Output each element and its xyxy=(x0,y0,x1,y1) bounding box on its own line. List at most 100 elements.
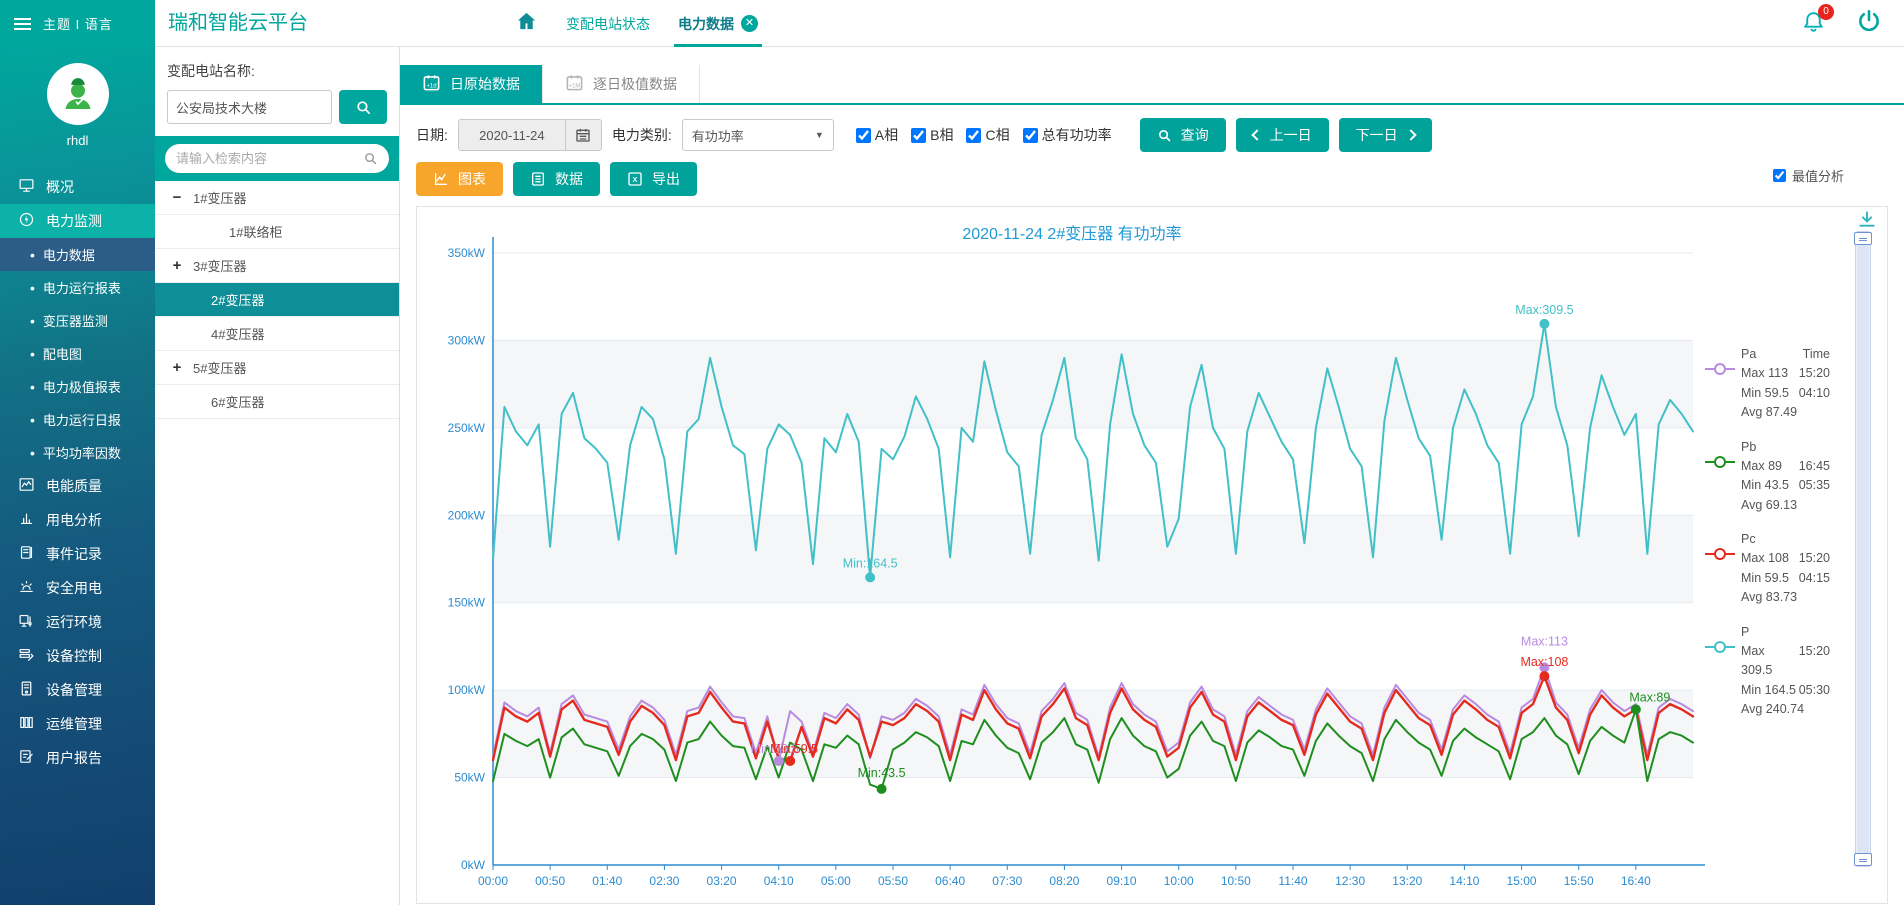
datazoom-slider[interactable] xyxy=(1854,231,1872,867)
prev-day-button[interactable]: 上一日 xyxy=(1235,118,1329,152)
nav-tab-0[interactable]: 变配电站状态 xyxy=(566,0,650,47)
sidebar-item-1[interactable]: 电力监测 xyxy=(0,204,155,238)
data-list-icon xyxy=(532,172,544,186)
sidebar-subitem-1-1[interactable]: • 电力运行报表 xyxy=(0,271,155,304)
sidebar-item-10[interactable]: 用户报告 xyxy=(0,741,155,775)
power-quality-icon xyxy=(18,476,35,496)
legend-series-P[interactable]: P Max 309.5 15:20 Min 164.5 05:30 Avg 240.74 xyxy=(1705,623,1830,720)
sidebar-subitem-1-2[interactable]: • 变压器监测 xyxy=(0,304,155,337)
date-input[interactable]: 2020-11-24 xyxy=(458,120,565,150)
power-monitoring-icon xyxy=(18,211,35,231)
tree-item-3[interactable]: 2#变压器 xyxy=(155,283,399,317)
sidebar-item-3[interactable]: 用电分析 xyxy=(0,503,155,537)
legend-series-Pb[interactable]: Pb Max 89 16:45 Min 43.5 05:35 Avg 69.13 xyxy=(1705,438,1830,516)
svg-text:+1M: +1M xyxy=(569,83,581,89)
svg-text:Min:43.5: Min:43.5 xyxy=(858,766,906,780)
svg-text:0kW: 0kW xyxy=(461,858,486,872)
notifications-bell-icon[interactable]: 0 xyxy=(1801,3,1834,39)
datazoom-handle-bottom[interactable] xyxy=(1854,853,1872,866)
environment-icon xyxy=(18,612,35,632)
svg-text:Max:113: Max:113 xyxy=(1521,634,1568,648)
phase-checkbox-3[interactable]: 总有功功率 xyxy=(1022,125,1112,145)
series-avg: Avg 83.73 xyxy=(1741,590,1798,605)
tab-daily-extreme-data[interactable]: +1M 逐日极值数据 xyxy=(543,65,700,103)
sidebar-subitem-1-3[interactable]: • 配电图 xyxy=(0,337,155,370)
sidebar-item-5[interactable]: 安全用电 xyxy=(0,571,155,605)
query-button[interactable]: 查询 xyxy=(1139,118,1226,152)
datazoom-handle-top[interactable] xyxy=(1854,232,1872,245)
sidebar-item-6[interactable]: 运行环境 xyxy=(0,605,155,639)
sidebar-subitem-1-4[interactable]: • 电力极值报表 xyxy=(0,370,155,403)
phase-checkbox-2[interactable]: C相 xyxy=(966,125,1010,145)
sidebar-subitem-1-5[interactable]: • 电力运行日报 xyxy=(0,403,155,436)
sidebar-item-4[interactable]: 事件记录 xyxy=(0,537,155,571)
next-day-button[interactable]: 下一日 xyxy=(1338,118,1432,152)
phase-checkbox-0[interactable]: A相 xyxy=(855,125,898,145)
nav-tab-label: 变配电站状态 xyxy=(566,15,650,32)
export-button[interactable]: X 导出 xyxy=(610,162,697,196)
svg-text:Max:89: Max:89 xyxy=(1629,690,1670,704)
svg-text:00:50: 00:50 xyxy=(535,874,565,888)
expand-icon[interactable]: + xyxy=(172,257,182,274)
date-label: 日期: xyxy=(416,127,448,143)
data-view-button[interactable]: 数据 xyxy=(513,162,600,196)
sidebar-item-0[interactable]: 概况 xyxy=(0,170,155,204)
series-max: Max 89 16:45 xyxy=(1741,458,1830,473)
phase-checkbox-1[interactable]: B相 xyxy=(911,125,953,145)
legend-marker-icon xyxy=(1705,640,1735,660)
sidebar-subitem-1-6[interactable]: • 平均功率因数 xyxy=(0,436,155,469)
tree-item-label: 6#变压器 xyxy=(211,395,265,410)
tree-item-6[interactable]: 6#变压器 xyxy=(155,385,399,419)
svg-text:12:30: 12:30 xyxy=(1335,874,1365,888)
sidebar-item-label: 运维管理 xyxy=(46,716,102,732)
sidebar-item-7[interactable]: 设备控制 xyxy=(0,639,155,673)
top-nav: 变配电站状态 电力数据 ✕ xyxy=(515,0,762,47)
bullet-icon: • xyxy=(30,378,35,395)
sidebar-item-8[interactable]: 设备管理 xyxy=(0,673,155,707)
close-tab-icon[interactable]: ✕ xyxy=(741,15,758,32)
checkbox-label: C相 xyxy=(985,127,1010,143)
series-name: P xyxy=(1741,624,1750,639)
view-toolbar: 图表 数据 X 导出 最值分析 xyxy=(400,158,1904,206)
nav-tab-1[interactable]: 电力数据 ✕ xyxy=(674,0,762,47)
theme-language-link[interactable]: 主题 I 语言 xyxy=(43,17,113,32)
sidebar-item-9[interactable]: 运维管理 xyxy=(0,707,155,741)
svg-text:X: X xyxy=(633,175,638,184)
avatar[interactable] xyxy=(46,63,109,125)
sidebar-subitem-1-0[interactable]: • 电力数据 xyxy=(0,238,155,271)
expand-icon[interactable]: + xyxy=(172,359,182,376)
collapse-icon[interactable]: − xyxy=(172,189,182,206)
tab-daily-raw-data[interactable]: +1d 日原始数据 xyxy=(400,65,543,103)
page-title: 瑞和智能云平台 xyxy=(168,12,308,34)
legend-series-Pa[interactable]: Pa Time Max 113 15:20 Min 59.5 04:10 Avg 87.49 xyxy=(1705,345,1830,423)
tree-item-1[interactable]: 1#联络柜 xyxy=(155,215,399,249)
hamburger-menu-icon[interactable] xyxy=(14,15,31,33)
tree-item-5[interactable]: +5#变压器 xyxy=(155,351,399,385)
power-category-select[interactable]: 有功功率 ▼ xyxy=(681,119,834,151)
tree-item-label: 1#变压器 xyxy=(193,191,247,206)
checkbox-label: B相 xyxy=(930,127,954,143)
svg-text:05:50: 05:50 xyxy=(878,874,908,888)
event-log-icon xyxy=(18,544,35,564)
station-search-button[interactable] xyxy=(339,90,387,124)
tree-item-0[interactable]: −1#变压器 xyxy=(155,181,399,215)
power-logout-icon[interactable] xyxy=(1856,8,1882,39)
tree-search-input[interactable] xyxy=(176,151,363,166)
sidebar: rhdl 概况 电力监测 • 电力数据 • 电力运行报表 • 变压器监测 • 配电图 • 电力极值报表… xyxy=(0,47,155,905)
series-max: Max 309.5 15:20 xyxy=(1741,643,1830,678)
chart-view-button[interactable]: 图表 xyxy=(416,162,503,196)
calendar-icon[interactable] xyxy=(564,120,601,150)
sidebar-menu: 概况 电力监测 • 电力数据 • 电力运行报表 • 变压器监测 • 配电图 • 电力极值报表 • 电力运行… xyxy=(0,170,155,775)
home-icon[interactable] xyxy=(515,10,538,38)
sidebar-item-2[interactable]: 电能质量 xyxy=(0,469,155,503)
tree-item-2[interactable]: +3#变压器 xyxy=(155,249,399,283)
svg-text:07:30: 07:30 xyxy=(992,874,1022,888)
peak-analysis-checkbox[interactable]: 最值分析 xyxy=(1772,166,1844,185)
datazoom-range[interactable] xyxy=(1857,244,1869,854)
station-name-input[interactable] xyxy=(167,90,332,124)
download-chart-icon[interactable] xyxy=(1857,209,1877,234)
category-label: 电力类别: xyxy=(611,127,672,143)
legend-series-Pc[interactable]: Pc Max 108 15:20 Min 59.5 04:15 Avg 83.73 xyxy=(1705,530,1830,608)
tree-item-4[interactable]: 4#变压器 xyxy=(155,317,399,351)
